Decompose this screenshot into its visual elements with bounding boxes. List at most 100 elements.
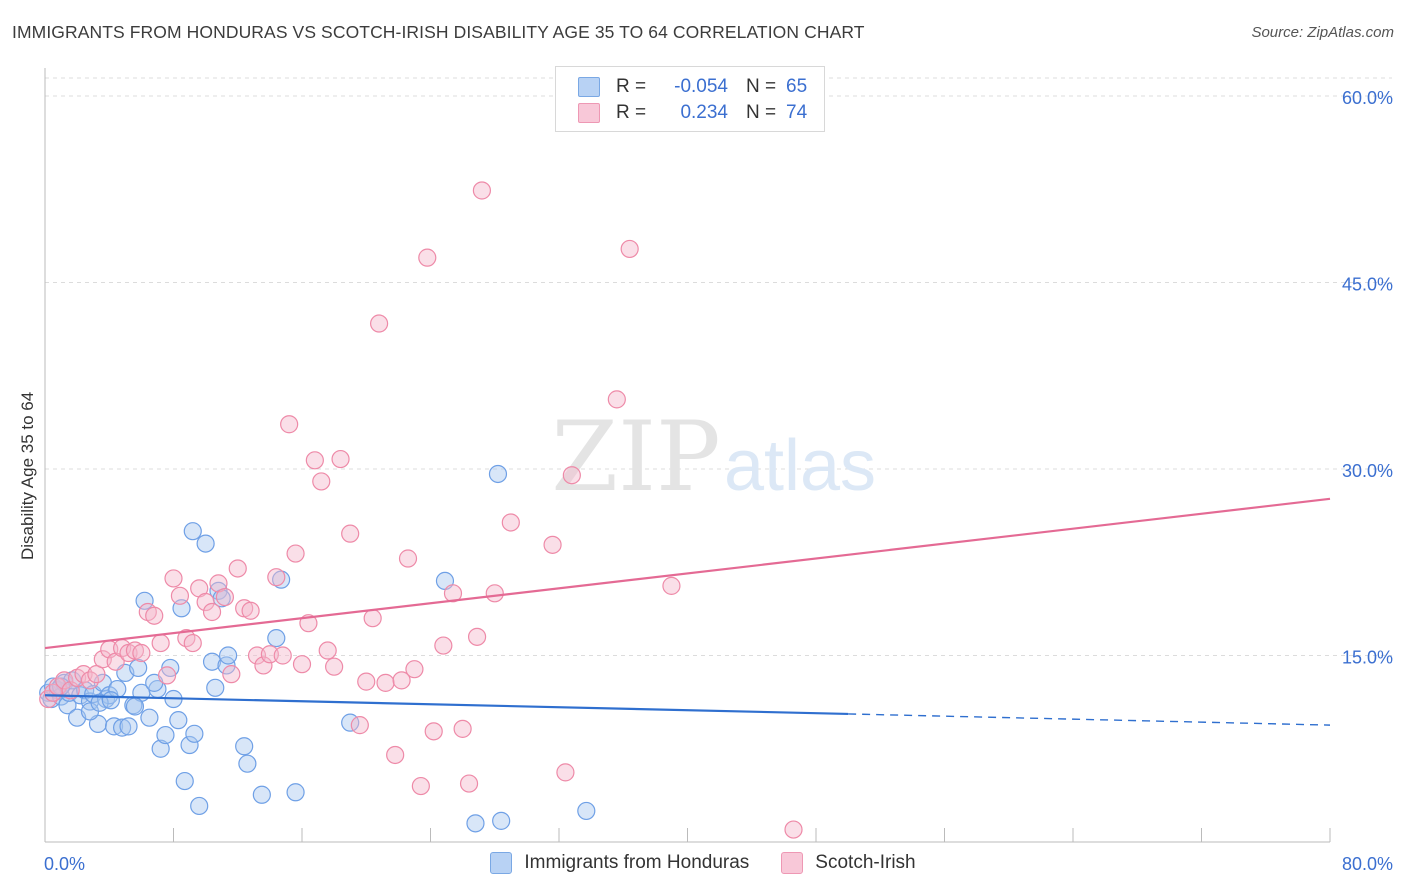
point-scotch-irish: [222, 665, 241, 684]
point-honduras: [267, 628, 286, 648]
point-scotch-irish: [170, 586, 190, 605]
y-tick-label: 30.0%: [1342, 461, 1393, 481]
point-honduras: [202, 652, 222, 671]
point-scotch-irish: [376, 673, 395, 692]
point-honduras: [125, 697, 145, 716]
point-scotch-irish: [280, 415, 299, 434]
series-legend: Immigrants from Honduras Scotch-Irish: [0, 852, 1406, 874]
point-scotch-irish: [398, 549, 418, 568]
point-scotch-irish: [292, 655, 312, 674]
point-scotch-irish: [305, 451, 324, 470]
source-label: Source: ZipAtlas.com: [1251, 24, 1394, 41]
point-scotch-irish: [363, 609, 382, 628]
point-honduras: [252, 785, 271, 804]
point-scotch-irish: [607, 390, 626, 409]
legend-n-label: N =: [746, 102, 777, 123]
point-honduras: [238, 754, 257, 773]
point-scotch-irish: [157, 666, 177, 685]
point-scotch-irish: [434, 636, 453, 655]
point-scotch-irish: [318, 641, 337, 660]
point-honduras: [180, 735, 199, 755]
point-honduras: [169, 711, 188, 730]
point-scotch-irish: [424, 722, 443, 741]
point-scotch-irish: [267, 568, 286, 587]
legend-r-value: 0.234: [680, 102, 728, 123]
point-scotch-irish: [196, 592, 215, 612]
point-scotch-irish: [43, 683, 63, 702]
point-honduras: [112, 718, 132, 737]
tick-labels: 15.0% 30.0% 45.0% 60.0% 0.0% 80.0%: [44, 88, 1393, 874]
point-scotch-irish: [556, 763, 575, 782]
y-axis-label: Disability Age 35 to 64: [18, 391, 37, 560]
point-honduras: [140, 708, 159, 727]
point-scotch-irish: [151, 633, 170, 653]
point-scotch-irish: [467, 627, 487, 646]
data-points: [39, 181, 803, 839]
axes: [44, 68, 1331, 843]
point-honduras: [235, 737, 254, 756]
trend-line-scotch-irish: [44, 497, 1331, 650]
point-scotch-irish: [241, 601, 260, 620]
legend-label-scotch-irish: Scotch-Irish: [815, 852, 916, 873]
point-scotch-irish: [341, 524, 360, 543]
point-scotch-irish: [254, 656, 273, 675]
point-scotch-irish: [312, 472, 331, 491]
point-scotch-irish: [411, 776, 430, 796]
point-honduras: [196, 534, 215, 553]
point-scotch-irish: [370, 314, 389, 333]
point-scotch-irish: [543, 535, 562, 554]
legend-n-label: N =: [746, 76, 777, 97]
legend-item-honduras[interactable]: Immigrants from Honduras: [490, 852, 749, 874]
point-scotch-irish: [228, 559, 247, 578]
point-scotch-irish: [392, 671, 411, 690]
y-tick-label: 60.0%: [1342, 88, 1393, 108]
correlation-legend: R = -0.054 N = 65 R = 0.234 N = 74: [555, 66, 825, 132]
point-honduras: [492, 811, 511, 830]
legend-item-scotch-irish[interactable]: Scotch-Irish: [781, 852, 916, 874]
point-honduras: [272, 570, 291, 589]
point-scotch-irish: [350, 716, 369, 735]
point-scotch-irish: [501, 513, 520, 532]
watermark-atlas: atlas: [724, 426, 876, 506]
point-honduras: [151, 739, 170, 758]
point-honduras: [185, 724, 204, 743]
point-honduras: [206, 678, 225, 697]
legend-r-label: R =: [616, 102, 647, 123]
watermark: ZIP atlas: [551, 401, 876, 513]
point-scotch-irish: [331, 449, 350, 469]
point-scotch-irish: [325, 657, 344, 676]
point-scotch-irish: [459, 774, 479, 793]
point-scotch-irish: [386, 745, 405, 765]
point-scotch-irish: [418, 248, 437, 267]
x-tick-label-min: 0.0%: [44, 854, 85, 874]
point-scotch-irish: [273, 646, 292, 665]
legend-swatch-scotch-irish: [781, 852, 804, 874]
legend-r-label: R =: [616, 76, 647, 97]
legend-swatch-scotch-irish: [578, 103, 600, 123]
legend-r-value: -0.054: [674, 76, 728, 97]
point-scotch-irish: [443, 584, 463, 603]
point-honduras: [286, 783, 305, 802]
legend-row-honduras: R = -0.054 N = 65: [578, 75, 807, 99]
legend-label-honduras: Immigrants from Honduras: [524, 852, 750, 873]
point-scotch-irish: [164, 569, 183, 588]
trend-lines: [44, 497, 1331, 726]
point-scotch-irish: [472, 181, 491, 200]
point-scotch-irish: [662, 576, 681, 595]
point-scotch-irish: [260, 645, 279, 664]
point-honduras: [190, 796, 209, 816]
legend-swatch-honduras: [490, 852, 513, 874]
point-honduras: [577, 801, 596, 821]
legend-n-value: 74: [786, 102, 808, 123]
point-honduras: [135, 591, 154, 610]
legend-n-value: 65: [786, 76, 808, 97]
point-honduras: [466, 814, 485, 833]
y-tick-label: 45.0%: [1342, 275, 1393, 295]
point-scotch-irish: [247, 646, 267, 665]
point-honduras: [183, 522, 202, 541]
point-honduras: [90, 693, 109, 712]
point-scotch-irish: [202, 602, 222, 622]
point-scotch-irish: [215, 587, 234, 607]
point-honduras: [101, 691, 120, 710]
